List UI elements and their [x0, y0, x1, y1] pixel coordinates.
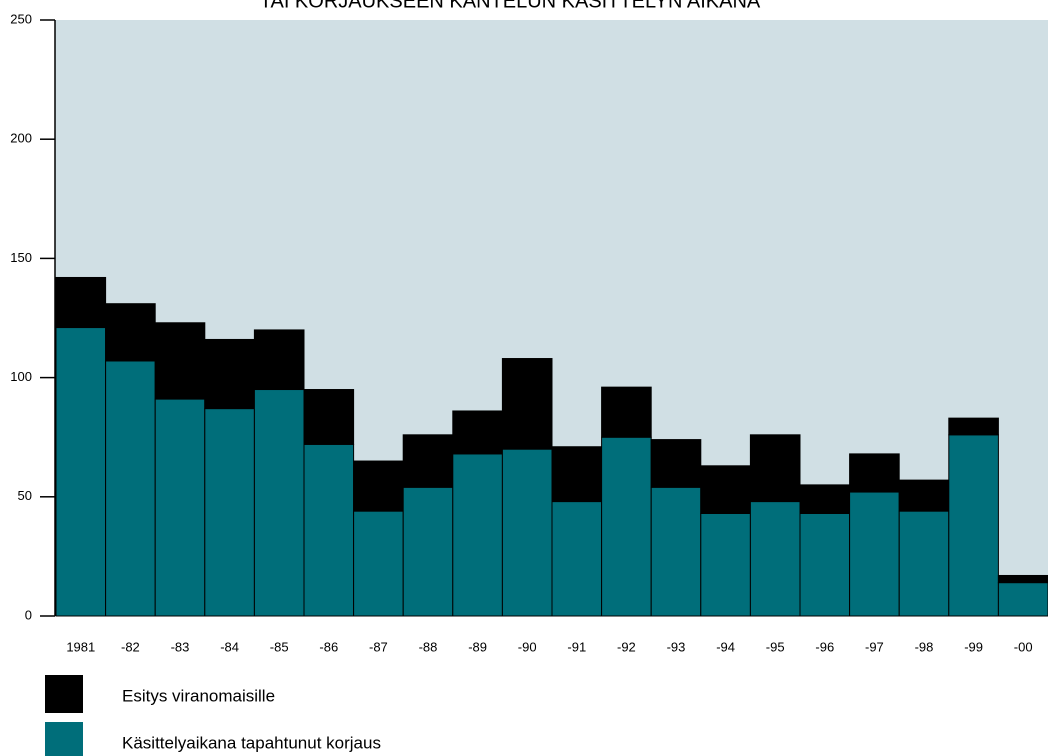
x-tick-label: -89 [468, 639, 487, 654]
bar-segment [700, 465, 751, 514]
x-tick-label: -98 [915, 639, 934, 654]
x-tick-label: -87 [369, 639, 388, 654]
x-tick-label: -88 [419, 639, 438, 654]
bar-segment [601, 436, 652, 617]
bar-segment [55, 276, 107, 329]
bar-segment [501, 358, 553, 450]
bar-segment [204, 408, 255, 617]
x-tick-label: -90 [518, 639, 537, 654]
bar-segment [154, 322, 206, 400]
bar-segment [452, 453, 503, 617]
legend-label: Esitys viranomaisille [122, 686, 275, 705]
x-tick-label: -92 [617, 639, 636, 654]
bar-segment [353, 460, 404, 512]
y-tick-label: 100 [10, 369, 32, 384]
bar-segment [799, 484, 851, 514]
bar-segment [898, 510, 950, 617]
x-tick-label: -97 [865, 639, 884, 654]
bar-segment [253, 389, 305, 617]
bar-segment [997, 582, 1048, 617]
x-tick-label: -82 [121, 639, 140, 654]
bar-segment [601, 386, 652, 438]
legend-label: Käsittelyaikana tapahtunut korjaus [122, 733, 381, 752]
x-tick-label: -84 [220, 639, 239, 654]
bar-segment [402, 486, 454, 617]
bar-segment [650, 486, 702, 617]
bar-segment [997, 574, 1048, 584]
y-tick-label: 50 [18, 488, 32, 503]
bar-segment [253, 329, 305, 391]
bar-segment [551, 501, 603, 617]
bar-segment [501, 448, 553, 617]
x-tick-label: -93 [667, 639, 686, 654]
bar-segment [650, 439, 702, 488]
bar-segment [204, 338, 255, 410]
bar-segment [551, 446, 603, 503]
bar-segment [700, 512, 751, 617]
x-tick-label: -85 [270, 639, 289, 654]
bar-segment [303, 443, 355, 617]
bar-segment [452, 410, 503, 455]
y-tick-label: 250 [10, 11, 32, 26]
bar-segment [154, 398, 206, 617]
bar-segment [303, 389, 355, 445]
bar-segment [353, 510, 404, 617]
x-tick-label: -00 [1014, 639, 1033, 654]
bar-segment [799, 512, 851, 617]
legend-swatch [45, 675, 83, 713]
x-tick-label: -83 [171, 639, 190, 654]
bar-segment [948, 417, 999, 436]
bar-segment [55, 327, 107, 617]
x-tick-label: -94 [716, 639, 735, 654]
x-tick-label: -86 [319, 639, 338, 654]
bar-segment [948, 434, 999, 617]
bar-segment [849, 453, 900, 493]
bar-segment [402, 434, 454, 488]
x-tick-label: -91 [567, 639, 586, 654]
bar-segment [749, 501, 801, 617]
x-tick-label: -95 [766, 639, 785, 654]
bar-segment [898, 479, 950, 512]
y-tick-label: 200 [10, 131, 32, 146]
y-tick-label: 0 [25, 607, 32, 622]
bar-segment [849, 491, 900, 617]
bar-segment [749, 434, 801, 503]
x-tick-label: -96 [815, 639, 834, 654]
legend-swatch [45, 722, 83, 756]
y-tick-label: 150 [10, 250, 32, 265]
chart-title: TAI KORJAUKSEEN KANTELUN KÄSITTELYN AIKA… [260, 0, 761, 12]
x-tick-label: -99 [964, 639, 983, 654]
bar-segment [105, 303, 156, 362]
bar-segment [105, 360, 156, 617]
x-tick-label: 1981 [66, 639, 95, 654]
